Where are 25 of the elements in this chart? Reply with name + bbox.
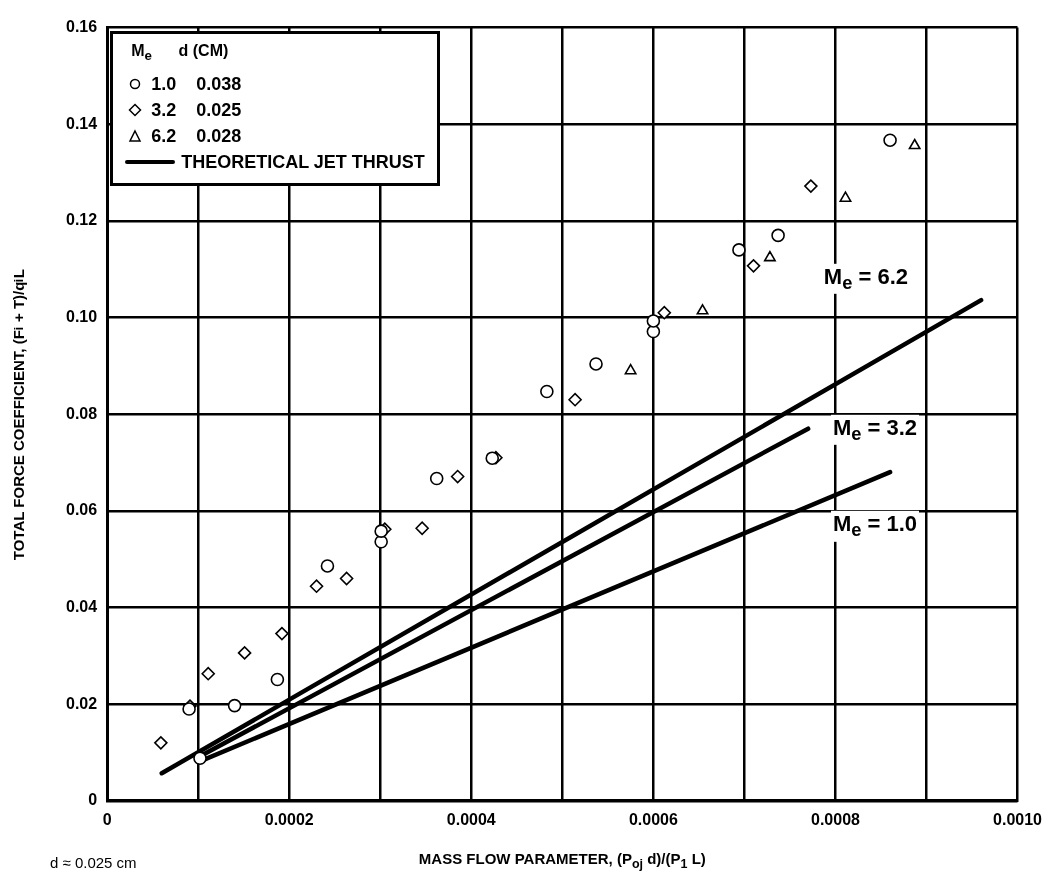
x-tick-label: 0.0006 (628, 810, 678, 828)
y-tick-label: 0.16 (66, 18, 98, 36)
x-tick-label: 0.0010 (993, 810, 1043, 828)
y-tick-label: 0.10 (66, 307, 98, 325)
annotation: M$_{e}$ = 1.0 (830, 511, 920, 542)
legend-label: 1.0 0.038 (151, 72, 242, 96)
x-tick-label: 0.0002 (264, 810, 314, 828)
annotation: M$_{e}$ = 3.2 (830, 414, 920, 445)
y-tick-label: 0.06 (66, 501, 98, 519)
text: d ≈ 0.025 cm (49, 853, 138, 871)
legend-label: 3.2 0.025 (151, 98, 242, 122)
y-tick-label: 0.12 (66, 211, 98, 229)
y-tick-label: 0.02 (66, 694, 98, 712)
x-tick-label: 0 (102, 810, 112, 828)
annotation: M$_{e}$ = 6.2 (821, 263, 910, 295)
x-axis-title: MASS FLOW PARAMETER, (P$_{oj}$ d)/(P$_{1}$ L) (418, 850, 706, 871)
x-tick-label: 0.0008 (810, 810, 861, 828)
y-tick-label: 0.14 (66, 114, 98, 132)
legend-label: 6.2 0.028 (151, 124, 242, 148)
legend-label: THEORETICAL JET THRUST (181, 150, 425, 174)
y-tick-label: 0.04 (66, 597, 98, 615)
y-tick-label: 0 (88, 791, 98, 809)
x-tick-label: 0.0004 (446, 810, 496, 828)
y-tick-label: 0.08 (66, 404, 98, 422)
text: M$_{e}$ d (CM) (131, 41, 229, 63)
